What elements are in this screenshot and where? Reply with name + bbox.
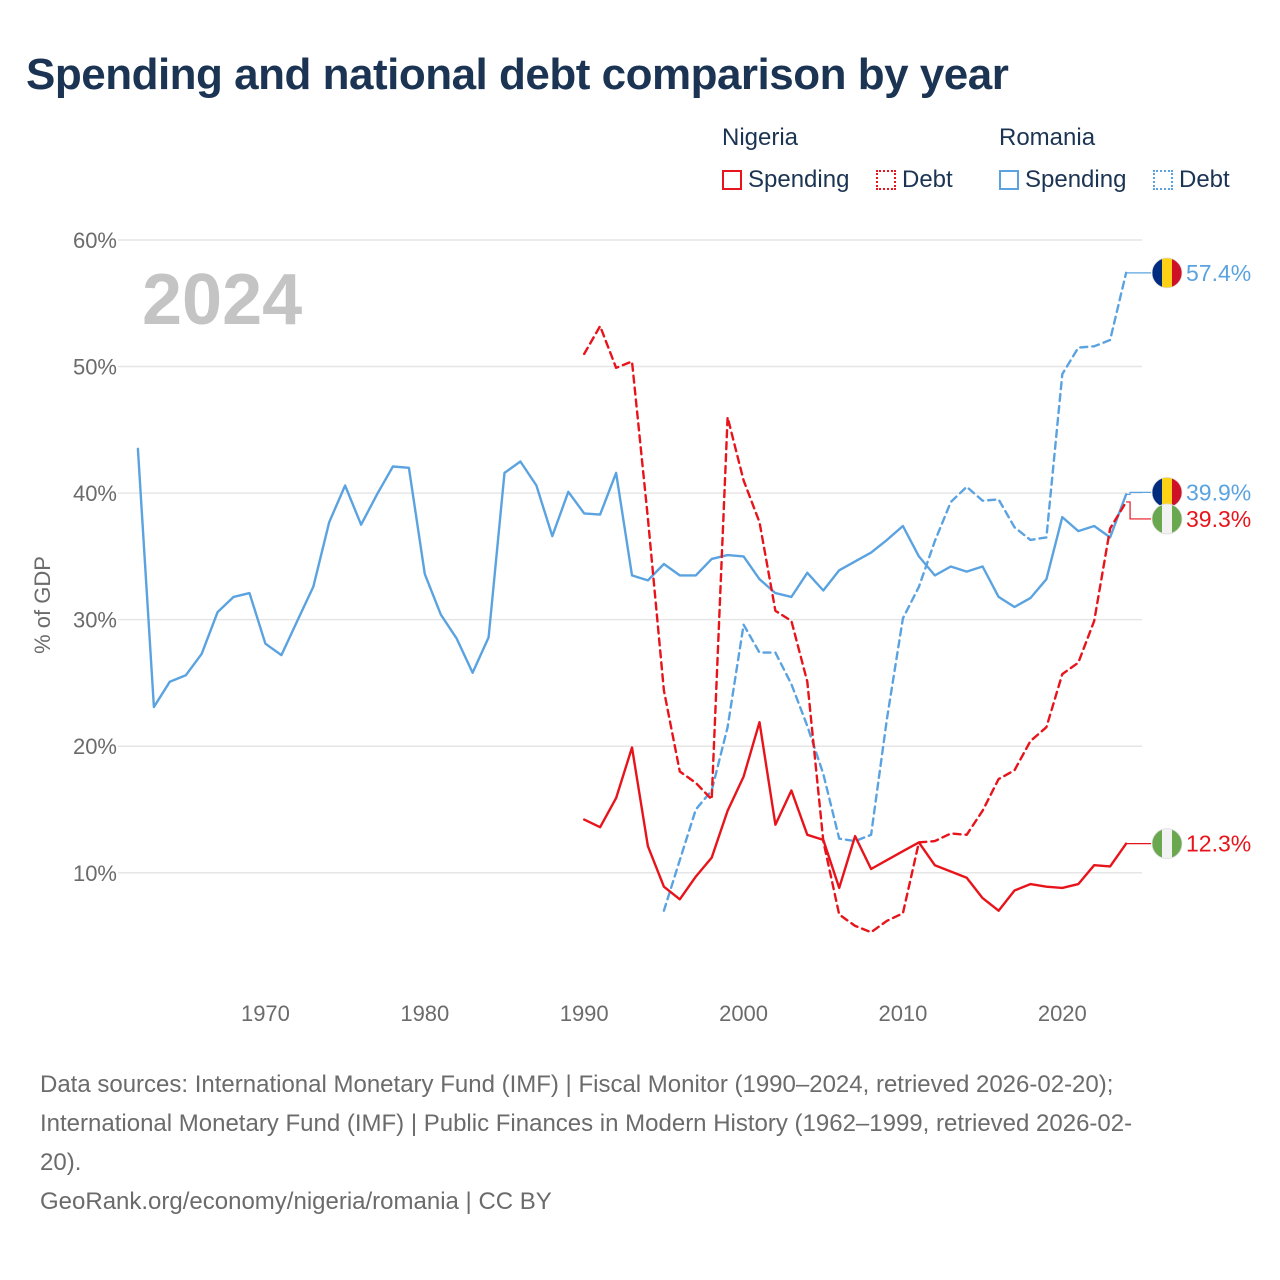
end-value-label: 57.4% bbox=[1186, 260, 1251, 286]
y-axis-ticks: 10% 20% 30% 40% 50% 60% bbox=[73, 228, 117, 886]
source-line-1: Data sources: International Monetary Fun… bbox=[40, 1071, 1114, 1098]
end-value-label: 39.3% bbox=[1186, 506, 1251, 532]
year-watermark: 2024 bbox=[142, 260, 302, 340]
x-tick-label: 1980 bbox=[400, 1001, 449, 1026]
chart-area: 2024 10% 20% 30% 40% 50% 60% 1970 1980 1990 2000… bbox=[30, 228, 1251, 1026]
y-tick-label: 40% bbox=[73, 481, 117, 506]
legend-label: Spending bbox=[748, 166, 850, 193]
romania-flag-icon bbox=[1151, 476, 1183, 508]
y-tick-label: 20% bbox=[73, 734, 117, 759]
source-line-4[interactable]: GeoRank.org/economy/nigeria/romania | CC… bbox=[40, 1188, 552, 1215]
legend-swatch-nigeria-spending bbox=[722, 170, 742, 190]
series-line-romania-debt[interactable] bbox=[662, 271, 1128, 912]
y-tick-label: 10% bbox=[73, 861, 117, 886]
x-tick-label: 1990 bbox=[560, 1001, 609, 1026]
series-lines bbox=[136, 271, 1128, 934]
chart-title: Spending and national debt comparison by… bbox=[26, 50, 1009, 99]
x-tick-label: 2000 bbox=[719, 1001, 768, 1026]
x-axis-ticks: 1970 1980 1990 2000 2010 2020 bbox=[241, 1001, 1087, 1026]
legend-romania-spending[interactable]: Spending bbox=[999, 164, 1126, 196]
y-tick-label: 50% bbox=[73, 355, 117, 380]
legend-swatch-nigeria-debt bbox=[876, 170, 896, 190]
x-tick-label: 1970 bbox=[241, 1001, 290, 1026]
y-axis-label: % of GDP bbox=[30, 556, 55, 654]
legend-swatch-romania-spending bbox=[999, 170, 1019, 190]
y-tick-label: 60% bbox=[73, 228, 117, 253]
series-line-romania-spending[interactable] bbox=[136, 447, 1128, 709]
end-labels: 57.4% 39.9%39.3% 12.3% bbox=[1126, 257, 1251, 860]
end-value-label: 12.3% bbox=[1186, 831, 1251, 857]
series-line-nigeria-debt[interactable] bbox=[583, 324, 1128, 934]
y-tick-label: 30% bbox=[73, 608, 117, 633]
legend-label: Debt bbox=[1179, 166, 1230, 193]
legend-nigeria-spending[interactable]: Spending bbox=[722, 164, 849, 196]
legend-label: Spending bbox=[1025, 166, 1127, 193]
legend-romania-debt[interactable]: Debt bbox=[1153, 164, 1230, 196]
source-note: Data sources: International Monetary Fun… bbox=[40, 1065, 1240, 1221]
end-label-connector bbox=[1126, 501, 1151, 520]
x-tick-label: 2020 bbox=[1038, 1001, 1087, 1026]
end-value-label: 39.9% bbox=[1186, 479, 1251, 505]
romania-flag-icon bbox=[1151, 257, 1183, 289]
legend-romania-title: Romania bbox=[999, 124, 1096, 151]
nigeria-flag-icon bbox=[1151, 828, 1183, 860]
legend-label: Debt bbox=[902, 166, 953, 193]
legend-swatch-romania-debt bbox=[1153, 170, 1173, 190]
source-line-2: International Monetary Fund (IMF) | Publ… bbox=[40, 1110, 1133, 1137]
legend-nigeria-title: Nigeria bbox=[722, 124, 799, 151]
gridlines bbox=[118, 239, 1142, 874]
legend-nigeria-debt[interactable]: Debt bbox=[876, 164, 953, 196]
source-line-3: 20). bbox=[40, 1149, 82, 1176]
x-tick-label: 2010 bbox=[878, 1001, 927, 1026]
series-line-nigeria-spending[interactable] bbox=[583, 721, 1128, 912]
nigeria-flag-icon bbox=[1151, 503, 1183, 535]
end-label-connector bbox=[1126, 491, 1151, 495]
